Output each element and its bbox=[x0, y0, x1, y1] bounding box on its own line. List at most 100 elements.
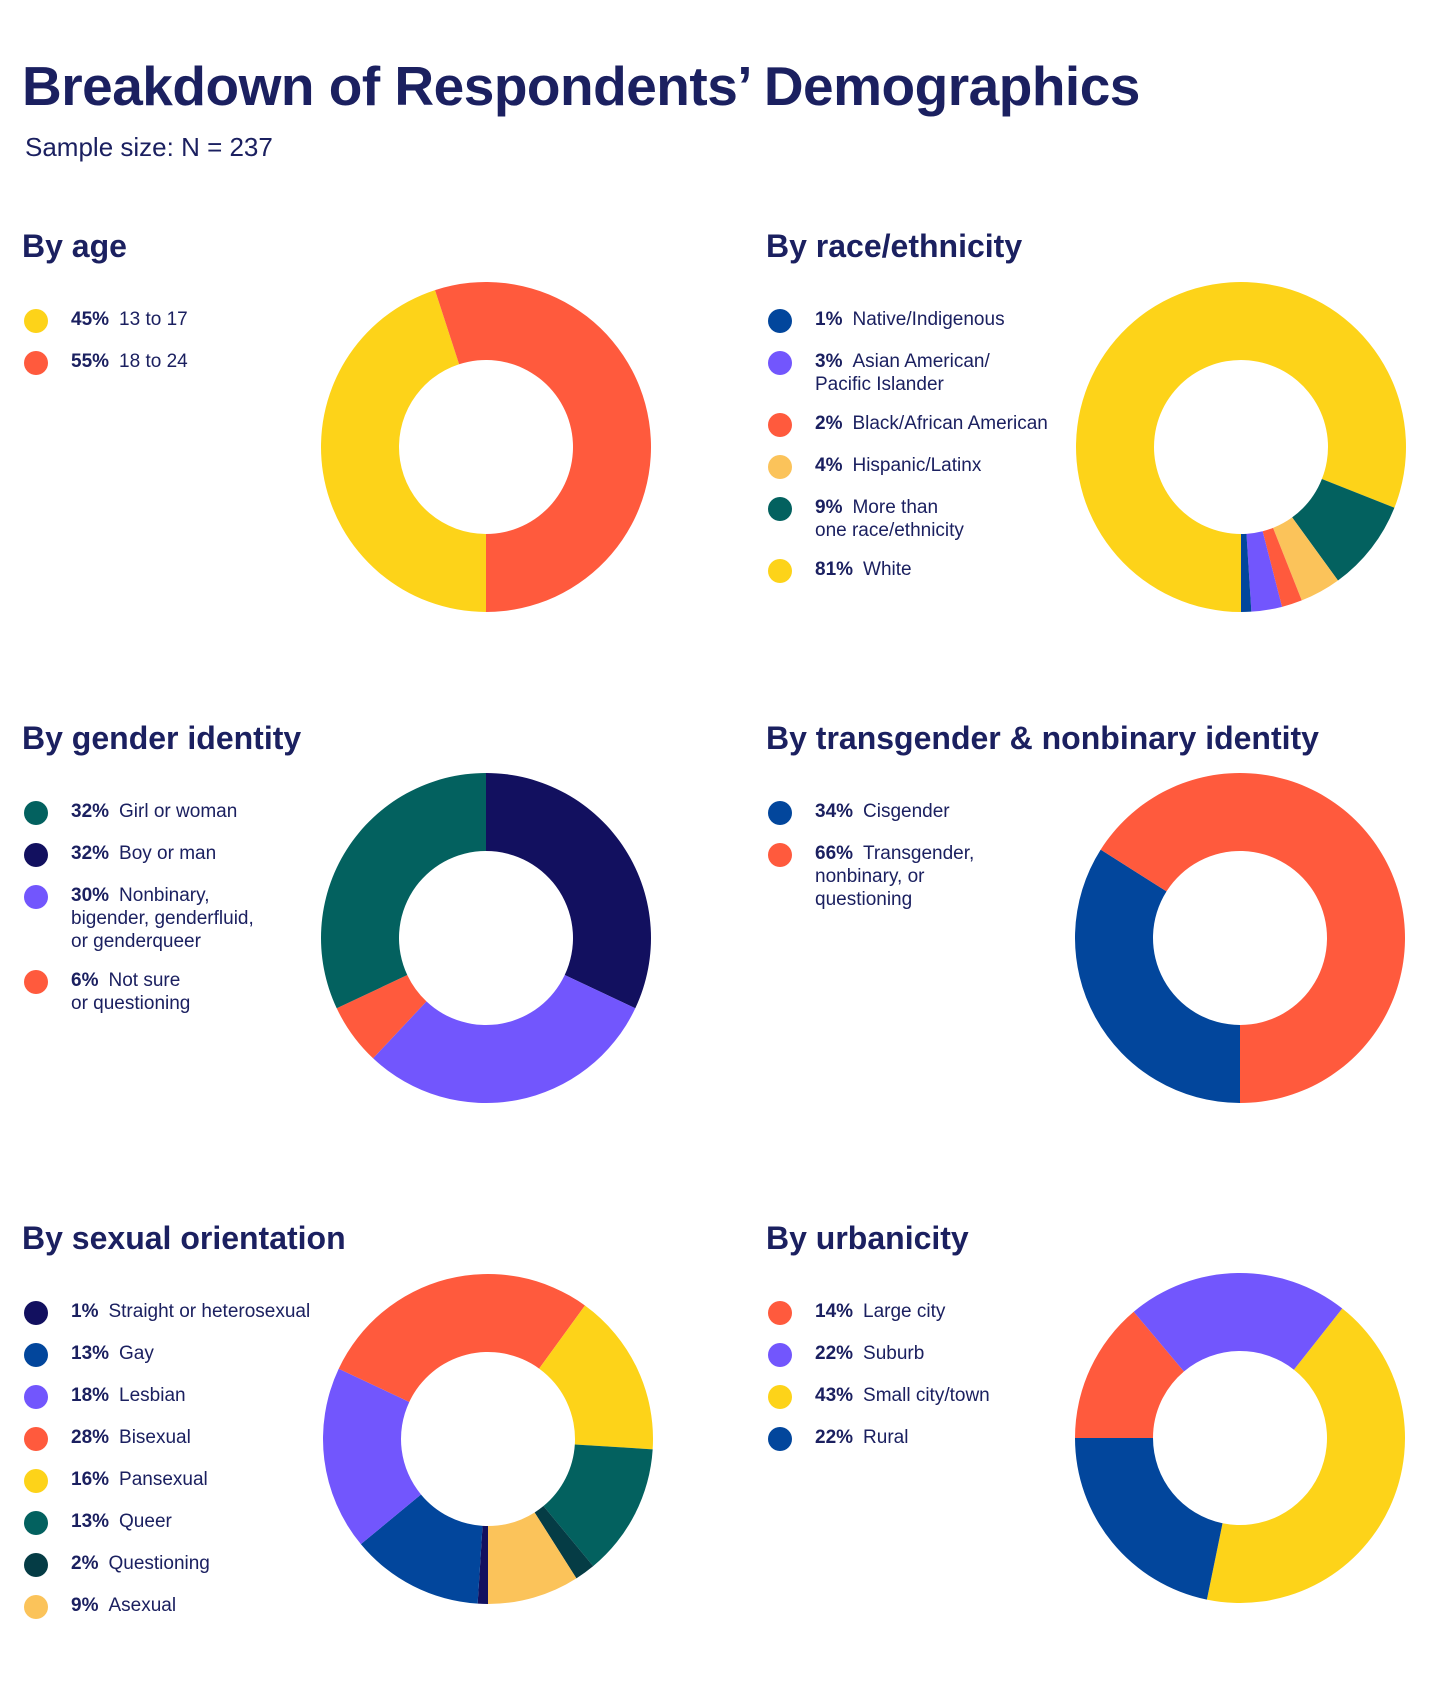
age-legend-swatch bbox=[24, 309, 48, 333]
orientation-legend: 1% Straight or heterosexual 13% Gay 18% Lesbi… bbox=[22, 1300, 322, 1636]
urbanicity-legend-text: 22% Rural bbox=[815, 1426, 1066, 1449]
urbanicity-chart-title: By urbanicity bbox=[766, 1220, 969, 1256]
race-legend-item: 3% Asian American/ Pacific Islander bbox=[766, 350, 1066, 396]
urbanicity-legend-swatch bbox=[768, 1301, 792, 1325]
orientation-slice-lesbian bbox=[323, 1368, 421, 1545]
race-legend-label: Native/Indigenous bbox=[852, 309, 1005, 330]
trans-legend: 34% Cisgender 66% Transgender, nonbinary, o… bbox=[766, 800, 1066, 927]
orientation-legend-pct: 13% bbox=[71, 1511, 110, 1532]
orientation-legend-pct: 13% bbox=[71, 1343, 110, 1364]
urbanicity-legend-text: 14% Large city bbox=[815, 1300, 1066, 1323]
trans-legend-item: 34% Cisgender bbox=[766, 800, 1066, 826]
age-legend: 45% 13 to 17 55% 18 to 24 bbox=[22, 308, 322, 392]
age-slice-18-to-24 bbox=[435, 282, 651, 612]
orientation-chart-title: By sexual orientation bbox=[22, 1220, 346, 1256]
trans-legend-text: 34% Cisgender bbox=[815, 800, 1066, 823]
race-slice-more-than-one-race-ethnicity bbox=[1292, 479, 1395, 581]
urbanicity-legend-pct: 14% bbox=[815, 1301, 854, 1322]
race-legend-pct: 3% bbox=[815, 351, 843, 372]
age-panel: By age 45% 13 to 17 55% 18 to 24 bbox=[22, 228, 722, 698]
trans-legend-label: Transgender, nonbinary, or questioning bbox=[815, 843, 975, 910]
age-legend-pct: 55% bbox=[71, 351, 110, 372]
orientation-legend-label: Lesbian bbox=[119, 1385, 186, 1406]
race-slice-white bbox=[1076, 282, 1406, 612]
race-legend-text: 9% More than one race/ethnicity bbox=[815, 496, 1066, 542]
trans-legend-swatch bbox=[768, 801, 792, 825]
orientation-legend-swatch bbox=[24, 1343, 48, 1367]
race-legend-swatch bbox=[768, 413, 792, 437]
gender-legend-text: 30% Nonbinary, bigender, genderfluid, or … bbox=[71, 884, 322, 953]
gender-legend-swatch bbox=[24, 801, 48, 825]
age-legend-label: 13 to 17 bbox=[119, 309, 188, 330]
age-legend-text: 45% 13 to 17 bbox=[71, 308, 322, 331]
race-legend-item: 81% White bbox=[766, 558, 1066, 584]
race-legend-swatch bbox=[768, 559, 792, 583]
orientation-legend-swatch bbox=[24, 1511, 48, 1535]
trans-legend-label: Cisgender bbox=[863, 801, 950, 822]
urbanicity-slice-suburb bbox=[1133, 1273, 1343, 1372]
race-legend-item: 2% Black/African American bbox=[766, 412, 1066, 438]
gender-legend-text: 32% Boy or man bbox=[71, 842, 322, 865]
orientation-legend-label: Pansexual bbox=[119, 1469, 208, 1490]
race-slice-hispanic-latinx bbox=[1273, 517, 1338, 601]
race-legend-pct: 9% bbox=[815, 497, 843, 518]
urbanicity-legend-label: Rural bbox=[863, 1427, 909, 1448]
urbanicity-legend-label: Small city/town bbox=[863, 1385, 990, 1406]
gender-legend-item: 32% Boy or man bbox=[22, 842, 322, 868]
urbanicity-legend-swatch bbox=[768, 1385, 792, 1409]
race-legend-pct: 2% bbox=[815, 413, 843, 434]
orientation-slice-bisexual bbox=[338, 1274, 585, 1402]
orientation-legend-item: 18% Lesbian bbox=[22, 1384, 322, 1410]
orientation-legend-swatch bbox=[24, 1553, 48, 1577]
gender-donut-chart bbox=[321, 773, 651, 1103]
urbanicity-legend-pct: 22% bbox=[815, 1343, 854, 1364]
orientation-slice-pansexual bbox=[539, 1305, 653, 1450]
gender-legend-label: Not sure or questioning bbox=[71, 970, 191, 1014]
race-legend-label: Black/African American bbox=[852, 413, 1048, 434]
race-panel: By race/ethnicity 1% Native/Indigenous 3% A… bbox=[766, 228, 1440, 698]
urbanicity-slice-small-city-town bbox=[1206, 1308, 1405, 1603]
trans-slice-cisgender bbox=[1075, 849, 1240, 1103]
race-legend-pct: 1% bbox=[815, 309, 843, 330]
urbanicity-legend-text: 22% Suburb bbox=[815, 1342, 1066, 1365]
orientation-legend-text: 1% Straight or heterosexual bbox=[71, 1300, 322, 1323]
orientation-legend-pct: 28% bbox=[71, 1427, 110, 1448]
age-legend-pct: 45% bbox=[71, 309, 110, 330]
gender-legend: 32% Girl or woman 32% Boy or man 30% Nonbinar… bbox=[22, 800, 322, 1031]
urbanicity-legend-text: 43% Small city/town bbox=[815, 1384, 1066, 1407]
race-legend-swatch bbox=[768, 497, 792, 521]
race-legend: 1% Native/Indigenous 3% Asian American/ Pac… bbox=[766, 308, 1066, 600]
urbanicity-panel: By urbanicity 14% Large city 22% Suburb 43% S… bbox=[766, 1220, 1440, 1690]
orientation-legend-text: 9% Asexual bbox=[71, 1594, 322, 1617]
race-legend-item: 4% Hispanic/Latinx bbox=[766, 454, 1066, 480]
urbanicity-slice-rural bbox=[1075, 1438, 1223, 1600]
orientation-legend-label: Gay bbox=[119, 1343, 154, 1364]
trans-legend-swatch bbox=[768, 843, 792, 867]
gender-slice-boy-or-man bbox=[486, 773, 651, 1009]
orientation-legend-swatch bbox=[24, 1469, 48, 1493]
gender-legend-item: 30% Nonbinary, bigender, genderfluid, or … bbox=[22, 884, 322, 953]
orientation-legend-swatch bbox=[24, 1385, 48, 1409]
gender-slice-not-sure-or-questioning bbox=[336, 975, 427, 1059]
orientation-legend-pct: 9% bbox=[71, 1595, 99, 1616]
gender-slice-nonbinary-bigender-genderfluid-or-genderqueer bbox=[373, 975, 636, 1103]
urbanicity-legend-pct: 22% bbox=[815, 1427, 854, 1448]
race-legend-text: 81% White bbox=[815, 558, 1066, 581]
orientation-slice-queer bbox=[543, 1444, 653, 1567]
urbanicity-legend-item: 22% Rural bbox=[766, 1426, 1066, 1452]
gender-legend-label: Nonbinary, bigender, genderfluid, or gen… bbox=[71, 885, 254, 952]
race-legend-item: 9% More than one race/ethnicity bbox=[766, 496, 1066, 542]
trans-legend-text: 66% Transgender, nonbinary, or questionin… bbox=[815, 842, 1066, 911]
gender-legend-text: 6% Not sure or questioning bbox=[71, 969, 322, 1015]
age-legend-item: 55% 18 to 24 bbox=[22, 350, 322, 376]
orientation-legend-pct: 18% bbox=[71, 1385, 110, 1406]
orientation-legend-text: 18% Lesbian bbox=[71, 1384, 322, 1407]
gender-legend-item: 6% Not sure or questioning bbox=[22, 969, 322, 1015]
orientation-legend-swatch bbox=[24, 1427, 48, 1451]
race-legend-text: 3% Asian American/ Pacific Islander bbox=[815, 350, 1066, 396]
orientation-legend-item: 13% Queer bbox=[22, 1510, 322, 1536]
orientation-legend-text: 16% Pansexual bbox=[71, 1468, 322, 1491]
orientation-slice-asexual bbox=[488, 1512, 577, 1604]
orientation-legend-item: 16% Pansexual bbox=[22, 1468, 322, 1494]
race-donut-chart bbox=[1076, 282, 1406, 612]
